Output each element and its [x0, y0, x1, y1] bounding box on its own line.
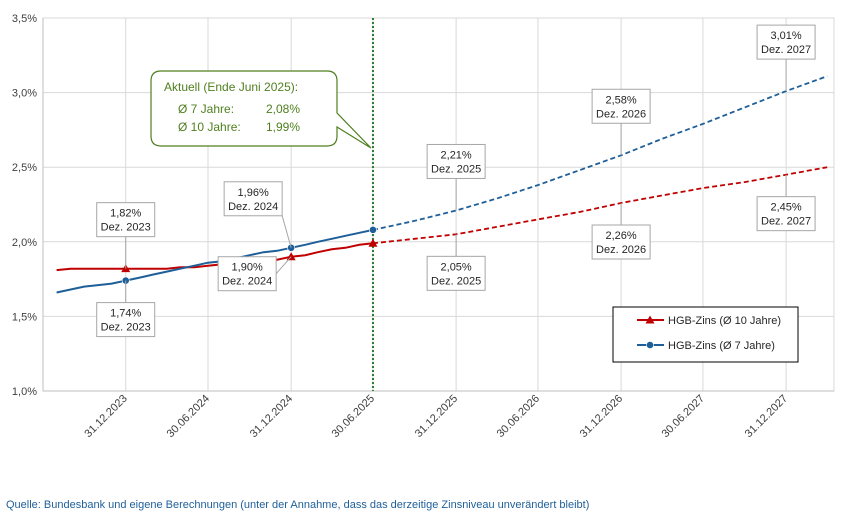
- x-tick-label: 30.06.2026: [495, 393, 542, 440]
- forecast-line-hgb10: [372, 166, 828, 245]
- x-tick-label: 31.12.2025: [413, 393, 460, 440]
- data-label-date: Dez. 2024: [228, 201, 278, 213]
- data-label-date: Dez. 2025: [431, 163, 481, 175]
- callout-box: [96, 202, 156, 238]
- data-label-date: Dez. 2025: [431, 275, 481, 287]
- data-label-value: 2,26%: [606, 230, 637, 242]
- y-tick-label: 2,5%: [12, 162, 37, 174]
- data-label-value: 1,96%: [238, 187, 269, 199]
- legend-label: HGB-Zins (Ø 10 Jahre): [668, 315, 781, 327]
- legend-label: HGB-Zins (Ø 7 Jahre): [668, 340, 775, 352]
- data-label-value: 1,90%: [232, 262, 263, 274]
- x-tick-label: 31.12.2026: [578, 393, 625, 440]
- data-label-date: Dez. 2027: [761, 216, 811, 228]
- callout-box: [96, 302, 156, 338]
- callout-box: [591, 88, 651, 124]
- data-callout: 1,74% Dez. 2023: [96, 280, 156, 338]
- point-marker-hgb10: [368, 238, 378, 247]
- point-marker-hgb7: [369, 225, 377, 234]
- callout-box: [756, 24, 816, 60]
- callout-leader: [281, 215, 292, 248]
- aktuell-row-value: 1,99%: [266, 120, 300, 134]
- data-callout: 1,90% Dez. 2024: [217, 256, 292, 292]
- data-label-date: Dez. 2024: [222, 276, 272, 288]
- y-tick-label: 1,0%: [12, 386, 37, 398]
- x-tick-label: 31.12.2024: [248, 393, 295, 440]
- x-tick-label: 30.06.2025: [330, 393, 377, 440]
- data-callout: 1,82% Dez. 2023: [96, 202, 156, 269]
- data-label-date: Dez. 2023: [101, 222, 151, 234]
- point-marker-hgb10: [286, 252, 296, 261]
- data-callout: 2,58% Dez. 2026: [591, 88, 651, 156]
- callout-box: [426, 255, 486, 291]
- data-label-value: 1,82%: [110, 208, 141, 220]
- legend-box: [612, 306, 799, 363]
- data-label-date: Dez. 2026: [596, 108, 646, 120]
- source-note: Quelle: Bundesbank und eigene Berechnung…: [6, 499, 590, 511]
- data-label-value: 1,74%: [110, 308, 141, 320]
- data-callout: 2,05% Dez. 2025: [426, 234, 486, 291]
- x-tick-label: 30.06.2024: [165, 393, 212, 440]
- aktuell-row-label: Ø 10 Jahre:: [178, 120, 241, 134]
- data-callout: 2,21% Dez. 2025: [426, 143, 486, 211]
- legend-marker: [645, 315, 655, 324]
- aktuell-row-value: 2,08%: [266, 102, 300, 116]
- callout-box: [591, 224, 651, 260]
- data-label-value: 3,01%: [770, 30, 801, 42]
- data-label-date: Dez. 2023: [101, 322, 151, 334]
- callout-leader: [275, 256, 292, 275]
- data-label-value: 2,05%: [441, 261, 472, 273]
- data-label-value: 2,58%: [606, 94, 637, 106]
- series-line-hgb7: [56, 228, 374, 294]
- data-label-date: Dez. 2026: [596, 244, 646, 256]
- legend: HGB-Zins (Ø 10 Jahre) HGB-Zins (Ø 7 Jahre…: [612, 306, 799, 363]
- callout-box: [756, 196, 816, 232]
- callout-box: [426, 143, 486, 179]
- x-tick-label: 30.06.2027: [660, 393, 707, 440]
- callout-box: [217, 256, 277, 292]
- series-line-hgb10: [56, 242, 374, 272]
- data-label-value: 2,21%: [441, 149, 472, 161]
- y-tick-label: 3,5%: [12, 13, 37, 25]
- legend-marker: [646, 341, 654, 349]
- x-tick-label: 31.12.2023: [82, 393, 129, 440]
- aktuell-callout: Aktuell (Ende Juni 2025): Ø 7 Jahre: 2,08%…: [150, 70, 372, 149]
- y-tick-label: 2,0%: [12, 237, 37, 249]
- aktuell-bubble: [150, 70, 372, 149]
- data-label-date: Dez. 2027: [761, 44, 811, 56]
- data-callout: 2,45% Dez. 2027: [756, 174, 816, 232]
- callout-box: [223, 181, 283, 217]
- aktuell-row-label: Ø 7 Jahre:: [178, 102, 234, 116]
- y-tick-label: 3,0%: [12, 88, 37, 100]
- x-tick-label: 31.12.2027: [743, 393, 790, 440]
- data-callout: 2,26% Dez. 2026: [591, 203, 651, 260]
- y-tick-label: 1,5%: [12, 311, 37, 323]
- aktuell-title: Aktuell (Ende Juni 2025):: [164, 80, 298, 94]
- data-callout: 1,96% Dez. 2024: [223, 181, 292, 248]
- data-label-value: 2,45%: [770, 202, 801, 214]
- data-callout: 3,01% Dez. 2027: [756, 24, 816, 92]
